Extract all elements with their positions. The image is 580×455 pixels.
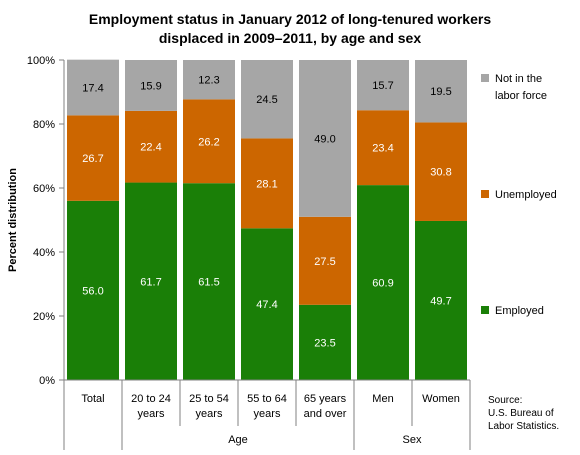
x-category-label: 65 years: [304, 393, 347, 405]
x-category-label: 55 to 64: [247, 393, 287, 405]
bar-segment: [299, 216, 351, 305]
bar-segment: [125, 182, 177, 380]
bar-segment: [183, 99, 235, 184]
x-axis: Total 20 to 24 years 25 to 54 years 55 to 64 y…: [63, 379, 471, 450]
bar-segment: [241, 60, 293, 139]
legend-swatch: [481, 306, 489, 314]
legend-label: Employed: [495, 305, 544, 317]
legend-swatch: [481, 74, 489, 82]
bar-segment: [125, 110, 177, 183]
y-tick-label: 20%: [33, 311, 55, 323]
data-label: 23.5: [314, 337, 335, 349]
data-label: 60.9: [372, 278, 393, 290]
source-note: Source: U.S. Bureau of Labor Statistics.: [488, 395, 559, 432]
bar-segment: [357, 185, 409, 380]
data-label: 49.7: [430, 295, 451, 307]
legend-label: labor force: [495, 90, 547, 102]
x-group-label: Age: [228, 434, 248, 446]
bar-segment: [357, 110, 409, 186]
bar-segment: [67, 59, 119, 116]
source-line: U.S. Bureau of: [488, 408, 554, 419]
data-label: 30.8: [430, 167, 451, 179]
y-axis: 0% 20% 40% 60% 80% 100% Percent distribution: [7, 55, 65, 387]
data-label: 49.0: [314, 133, 335, 145]
bar-segment: [299, 60, 351, 217]
x-category-label: Men: [372, 393, 393, 405]
x-category-label: years: [196, 408, 223, 420]
y-tick-label: 0%: [39, 375, 55, 387]
legend-swatch: [481, 190, 489, 198]
chart-title-line: Employment status in January 2012 of lon…: [89, 11, 491, 27]
chart-title-line: displaced in 2009–2011, by age and sex: [159, 30, 421, 46]
source-line: Labor Statistics.: [488, 421, 559, 432]
bar-segment: [415, 220, 467, 380]
x-category-label: 25 to 54: [189, 393, 229, 405]
data-label: 26.7: [82, 153, 103, 165]
data-label: 23.4: [372, 143, 393, 155]
y-tick-label: 40%: [33, 247, 55, 259]
x-category-label: Total: [81, 393, 104, 405]
y-tick-label: 60%: [33, 183, 55, 195]
bar-segment: [415, 60, 467, 123]
y-axis-title: Percent distribution: [7, 168, 19, 272]
bar-segment: [415, 122, 467, 221]
x-category-label: Women: [422, 393, 460, 405]
data-label: 26.2: [198, 136, 219, 148]
data-label: 12.3: [198, 75, 219, 87]
x-category-label: 20 to 24: [131, 393, 171, 405]
x-category-label: and over: [304, 408, 347, 420]
data-label: 56.0: [82, 285, 103, 297]
bar-area: 56.0 26.7 17.4 61.7 22.4 15.9 61.5 26.2 12.3 47.4…: [67, 59, 467, 380]
bar-segment: [357, 60, 409, 111]
data-label: 15.9: [140, 80, 161, 92]
data-label: 22.4: [140, 142, 161, 154]
bar-segment: [299, 304, 351, 380]
bar-segment: [67, 115, 119, 201]
legend-label: Unemployed: [495, 189, 557, 201]
data-label: 17.4: [82, 83, 103, 95]
data-label: 61.5: [198, 277, 219, 289]
x-category-label: years: [254, 408, 281, 420]
data-label: 24.5: [256, 94, 277, 106]
data-label: 61.7: [140, 276, 161, 288]
legend-label: Not in the: [495, 73, 542, 85]
x-category-label: years: [138, 408, 165, 420]
bar-segment: [241, 138, 293, 229]
data-label: 15.7: [372, 80, 393, 92]
data-label: 28.1: [256, 178, 277, 190]
x-group-label: Sex: [403, 434, 422, 446]
bar-segment: [183, 183, 235, 380]
bar-segment: [183, 60, 235, 100]
bar-segment: [125, 60, 177, 111]
source-line: Source:: [488, 395, 522, 406]
data-label: 47.4: [256, 299, 277, 311]
legend: Not in the labor force Unemployed Employed: [481, 73, 557, 317]
y-tick-label: 80%: [33, 119, 55, 131]
bar-segment: [241, 228, 293, 380]
chart-title: Employment status in January 2012 of lon…: [89, 11, 491, 46]
data-label: 19.5: [430, 86, 451, 98]
y-tick-label: 100%: [27, 55, 55, 67]
bar-segment: [67, 200, 119, 380]
data-label: 27.5: [314, 256, 335, 268]
